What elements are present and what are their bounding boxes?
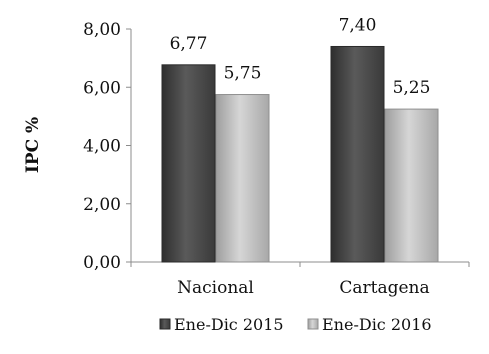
bars bbox=[161, 45, 439, 263]
bar bbox=[330, 45, 385, 263]
y-tick-label: 4,00 bbox=[83, 137, 121, 157]
legend-item: Ene-Dic 2015 bbox=[159, 315, 284, 334]
legend-swatch bbox=[307, 318, 319, 330]
axes: 0,00 2,00 4,00 6,00 8,00 Nacional Cartagena bbox=[83, 20, 470, 298]
bar bbox=[384, 108, 439, 263]
legend-label: Ene-Dic 2015 bbox=[174, 315, 284, 334]
y-tick-label: 0,00 bbox=[83, 253, 121, 273]
y-tick-label: 6,00 bbox=[83, 78, 121, 98]
data-label: 5,25 bbox=[393, 78, 431, 98]
data-labels: 6,77 5,75 7,40 5,25 bbox=[170, 15, 431, 98]
x-tick-label: Nacional bbox=[177, 278, 254, 298]
x-tick-label: Cartagena bbox=[339, 278, 429, 298]
bar bbox=[161, 64, 216, 263]
y-tick-label: 2,00 bbox=[83, 195, 121, 215]
data-label: 6,77 bbox=[170, 34, 208, 54]
y-axis-label: IPC % bbox=[23, 117, 43, 173]
legend-item: Ene-Dic 2016 bbox=[307, 315, 432, 334]
bar bbox=[215, 94, 270, 263]
legend: Ene-Dic 2015 Ene-Dic 2016 bbox=[159, 315, 432, 334]
data-label: 7,40 bbox=[339, 15, 377, 35]
y-tick-label: 8,00 bbox=[83, 20, 121, 40]
legend-label: Ene-Dic 2016 bbox=[322, 315, 432, 334]
legend-swatch bbox=[159, 318, 171, 330]
data-label: 5,75 bbox=[224, 64, 262, 84]
